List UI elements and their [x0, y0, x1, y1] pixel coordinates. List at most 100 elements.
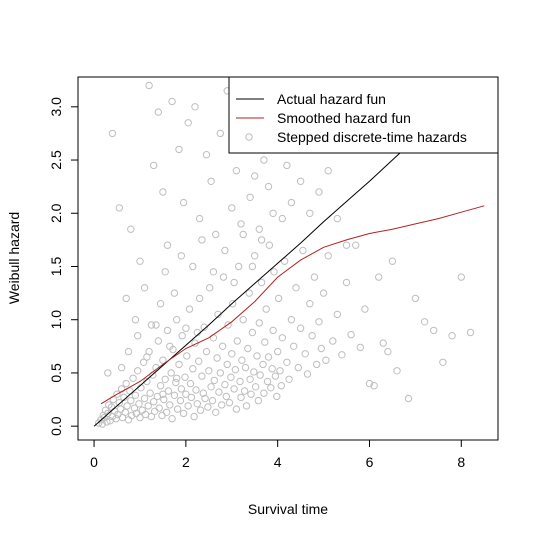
stepped-hazard-point [267, 384, 275, 392]
stepped-hazard-point [315, 318, 323, 326]
stepped-hazard-point [338, 351, 346, 359]
stepped-hazard-point [150, 398, 158, 406]
stepped-hazard-point [193, 400, 202, 408]
stepped-hazard-point [175, 360, 183, 369]
stepped-hazard-point [255, 319, 263, 327]
stepped-hazard-point [209, 268, 218, 276]
stepped-hazard-point [248, 262, 257, 271]
stepped-hazard-point [296, 324, 305, 332]
y-tick-label: 1.0 [48, 310, 64, 330]
stepped-hazard-point [310, 273, 319, 281]
stepped-hazard-point [333, 310, 341, 319]
stepped-hazard-point [215, 388, 223, 396]
stepped-hazard-point [439, 358, 447, 366]
stepped-hazard-point [274, 347, 282, 356]
stepped-hazard-point [269, 209, 277, 218]
x-axis: 0 2 4 6 8 [90, 439, 465, 470]
stepped-hazard-point [135, 400, 143, 408]
stepped-hazard-point [184, 402, 192, 410]
x-axis-title: Survival time [248, 501, 328, 517]
stepped-hazard-point [301, 350, 309, 358]
stepped-hazard-point [205, 367, 213, 375]
stepped-hazard-point [241, 363, 250, 372]
stepped-hazard-point [156, 300, 165, 308]
stepped-hazard-point [361, 305, 369, 313]
stepped-hazard-point [147, 321, 156, 329]
stepped-hazard-point [204, 403, 212, 411]
stepped-hazard-point [189, 262, 197, 271]
stepped-hazard-point [352, 241, 360, 249]
stepped-hazard-point [237, 393, 245, 402]
stepped-hazard-point [256, 371, 264, 379]
stepped-hazard-point [278, 214, 286, 223]
stepped-hazard-point [294, 363, 302, 372]
stepped-hazard-point [257, 278, 266, 287]
stepped-hazard-point [342, 241, 351, 249]
stepped-hazard-point [155, 404, 163, 412]
stepped-hazard-point [162, 408, 171, 416]
x-tick-label: 2 [182, 454, 190, 470]
stepped-hazard-point [191, 103, 199, 111]
stepped-hazard-point [108, 129, 117, 138]
stepped-hazard-point [319, 289, 328, 297]
stepped-hazard-point [192, 386, 200, 394]
stepped-hazard-point [306, 209, 314, 218]
stepped-hazard-point [166, 401, 174, 409]
stepped-hazard-point [146, 389, 154, 397]
legend-label-stepped: Stepped discrete-time hazards [277, 129, 467, 145]
stepped-hazard-point [324, 167, 332, 175]
stepped-hazard-point [219, 273, 228, 281]
legend-label-actual: Actual hazard fun [277, 91, 386, 107]
stepped-hazard-point [213, 354, 221, 362]
stepped-hazard-point [170, 289, 179, 297]
stepped-hazard-point [201, 394, 209, 403]
stepped-hazard-point [122, 379, 130, 388]
stepped-hazard-point [280, 257, 289, 265]
stepped-hazard-point [244, 344, 252, 353]
stepped-hazard-point [333, 214, 341, 223]
stepped-hazard-point [134, 332, 142, 340]
stepped-hazard-point [166, 342, 174, 350]
stepped-hazard-point [160, 395, 168, 404]
stepped-hazard-point [271, 372, 280, 380]
stepped-hazard-point [131, 391, 140, 399]
stepped-hazard-point [139, 358, 148, 366]
hazard-lines [93, 142, 485, 427]
stepped-hazard-point [228, 350, 236, 358]
x-tick-label: 8 [457, 454, 465, 470]
y-tick-label: 0.5 [48, 363, 64, 383]
stepped-hazard-point [182, 324, 190, 332]
stepped-hazard-point [236, 377, 244, 386]
stepped-hazard-point [388, 257, 397, 265]
stepped-hazard-point [384, 347, 392, 356]
stepped-hazard-point [164, 387, 173, 395]
stepped-hazard-point [208, 396, 217, 405]
legend-label-smoothed: Smoothed hazard fun [277, 110, 411, 126]
stepped-hazard-point [222, 392, 231, 401]
stepped-hazard-point [202, 151, 211, 159]
stepped-hazard-point [365, 379, 374, 388]
stepped-hazard-point [163, 241, 172, 249]
stepped-hazard-point [448, 332, 456, 340]
stepped-hazard-point [170, 391, 179, 399]
stepped-hazard-point [140, 284, 149, 292]
stepped-hazard-point [308, 332, 316, 340]
stepped-hazard-point [246, 193, 254, 202]
stepped-hazard-point [246, 375, 254, 383]
stepped-hazard-point [117, 363, 126, 372]
stepped-hazard-point [287, 316, 296, 324]
stepped-hazard-point [262, 305, 270, 313]
stepped-hazard-point [185, 305, 194, 313]
stepped-hazard-point [342, 278, 351, 287]
stepped-hazard-point [181, 373, 189, 381]
y-tick-label: 3.0 [48, 97, 64, 117]
stepped-hazard-point [176, 396, 185, 405]
stepped-hazard-point [195, 294, 204, 303]
stepped-hazard-point [430, 326, 438, 335]
stepped-hazard-point [140, 394, 149, 403]
stepped-hazard-point [218, 342, 227, 350]
stepped-hazard-point [230, 278, 238, 287]
stepped-hazard-point [270, 268, 278, 276]
stepped-hazard-point [159, 356, 167, 364]
stepped-hazard-point [278, 334, 286, 342]
